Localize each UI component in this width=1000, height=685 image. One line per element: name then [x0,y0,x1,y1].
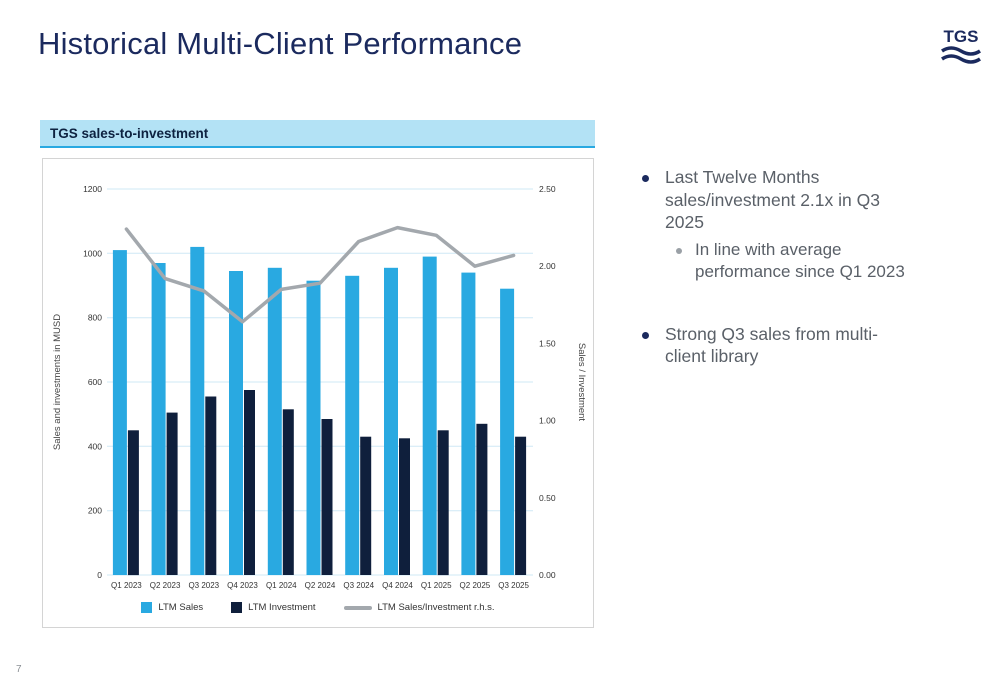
page-number: 7 [16,664,22,675]
bar-investment [437,430,449,576]
chart-legend: LTM Sales LTM Investment LTM Sales/Investm… [43,602,593,613]
sub-bullet-text: In line with average performance since Q… [695,239,905,281]
bullet-list: Last Twelve Months sales/investment 2.1x… [642,166,934,408]
right-axis-tick-label: 0.00 [539,570,556,580]
legend-line-swatch [343,605,372,610]
legend-item: LTM Investment [231,602,316,613]
right-axis-tick-label: 2.00 [539,261,556,271]
bar-investment [282,409,294,575]
bar-sales [306,280,321,575]
tgs-logo: TGS [936,22,986,70]
bar-investment [360,436,372,575]
bar-sales [151,263,166,575]
left-axis-tick-label: 0 [97,570,102,580]
right-axis-tick-label: 1.50 [539,338,556,348]
legend-bar-swatch [231,602,243,613]
legend-label: LTM Investment [248,602,316,613]
left-axis-tick-label: 200 [88,506,102,516]
bullet-text: Strong Q3 sales from multi-client librar… [665,323,878,367]
sub-bullet-item: In line with average performance since Q… [676,239,934,283]
bar-investment [127,430,139,576]
bar-sales [500,288,515,575]
left-axis-tick-label: 800 [88,313,102,323]
bullet-item: Strong Q3 sales from multi-client librar… [642,323,934,368]
x-axis-category-label: Q3 2023 [188,581,219,590]
bar-sales [384,267,398,575]
bar-sales [267,267,282,575]
x-axis-category-label: Q2 2025 [460,581,491,590]
right-axis-tick-label: 1.00 [539,416,556,426]
right-axis-title: Sales / Investment [576,343,587,422]
left-axis-tick-label: 400 [88,441,102,451]
bar-sales [461,272,476,575]
logo-text: TGS [944,27,979,46]
chart-panel-header: TGS sales-to-investment [40,120,595,148]
tgs-logo-icon: TGS [941,27,981,64]
bar-sales [229,271,243,575]
x-axis-category-label: Q2 2024 [305,581,336,590]
x-axis-category-label: Q1 2023 [111,581,142,590]
left-axis-tick-label: 1000 [83,248,102,258]
bar-investment [205,396,217,575]
legend-item: LTM Sales/Investment r.h.s. [343,602,495,613]
right-axis-tick-label: 2.50 [539,184,556,194]
right-axis-tick-label: 0.50 [539,493,556,503]
page-title: Historical Multi-Client Performance [38,26,523,61]
legend-label: LTM Sales/Investment r.h.s. [377,602,495,613]
bullet-item: Last Twelve Months sales/investment 2.1x… [642,166,934,234]
left-axis-tick-label: 600 [88,377,102,387]
bar-investment [399,438,410,575]
x-axis-category-label: Q2 2023 [150,581,181,590]
x-axis-category-label: Q3 2025 [498,581,529,590]
ratio-line [124,225,516,324]
legend-label: LTM Sales [158,602,204,613]
left-axis-title: Sales and investments in MUSD [52,314,63,450]
combo-chart: 0 200 400 600 800 1000 1200 0.00 0.50 1.00 1.50 2.0… [52,184,587,590]
x-axis-category-label: Q1 2025 [421,581,452,590]
legend-item: LTM Sales [141,602,203,613]
bar-sales [190,246,205,575]
bullet-marker [642,331,649,339]
bar-sales [345,275,360,575]
sub-bullet-marker [676,247,682,254]
x-axis-category-label: Q4 2024 [382,581,413,590]
bar-investment [476,423,488,575]
bar-sales [422,256,437,575]
bar-sales [112,250,127,575]
legend-bar-swatch [141,602,153,613]
x-axis-category-label: Q3 2024 [343,581,374,590]
left-axis-tick-label: 1200 [83,184,102,194]
x-axis-category-label: Q1 2024 [266,581,297,590]
bar-investment [515,436,527,575]
bullet-text: Last Twelve Months sales/investment 2.1x… [665,167,880,233]
bar-investment [166,412,178,575]
x-axis-category-label: Q4 2023 [227,581,258,590]
bar-investment [244,390,255,575]
bullet-marker [642,175,649,182]
chart-container: 0 200 400 600 800 1000 1200 0.00 0.50 1.00 1.50 2.0… [42,158,594,628]
bar-investment [321,419,333,575]
